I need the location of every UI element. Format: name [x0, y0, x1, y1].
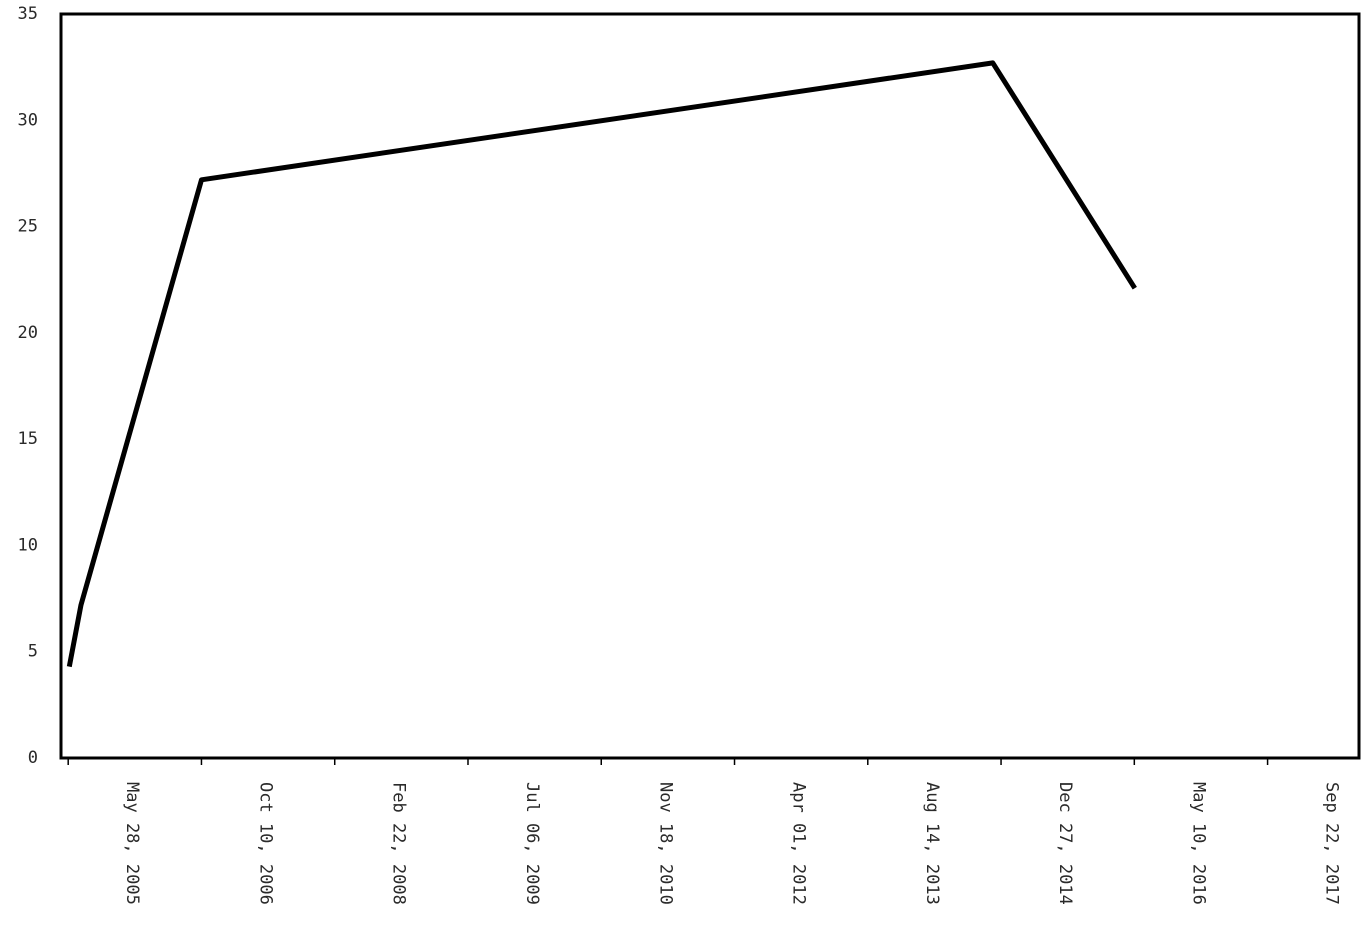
y-tick-label: 0 — [28, 748, 38, 768]
series-line — [66, 60, 1137, 668]
x-tick-label: Feb 22, 2008 — [389, 782, 409, 905]
y-tick-label: 25 — [18, 217, 38, 237]
series-layer — [66, 60, 1137, 668]
x-tick-label: Oct 10, 2006 — [255, 782, 275, 905]
x-tick-label: Sep 22, 2017 — [1322, 782, 1342, 905]
x-tick-label: May 28, 2005 — [122, 782, 142, 905]
y-tick-label: 20 — [18, 323, 38, 343]
y-tick-label: 35 — [18, 4, 38, 24]
y-tick-label: 5 — [28, 642, 38, 662]
x-tick-label: Dec 27, 2014 — [1055, 782, 1075, 905]
x-tick-label: Apr 01, 2012 — [789, 782, 809, 905]
plot-frame — [59, 12, 1361, 760]
y-tick-label: 30 — [18, 110, 38, 130]
x-tick-label: Jul 06, 2009 — [522, 782, 542, 905]
x-tick-label: Aug 14, 2013 — [922, 782, 942, 905]
y-axis-labels: 0 5 10 15 20 25 30 35 — [18, 4, 38, 768]
y-tick-label: 15 — [18, 429, 38, 449]
x-axis-labels: May 28, 2005 Oct 10, 2006 Feb 22, 2008 Jul … — [122, 782, 1341, 905]
x-tick-label: May 10, 2016 — [1188, 782, 1208, 905]
x-tick-label: Nov 18, 2010 — [655, 782, 675, 905]
y-tick-label: 10 — [18, 535, 38, 555]
plot-area — [61, 14, 1359, 758]
